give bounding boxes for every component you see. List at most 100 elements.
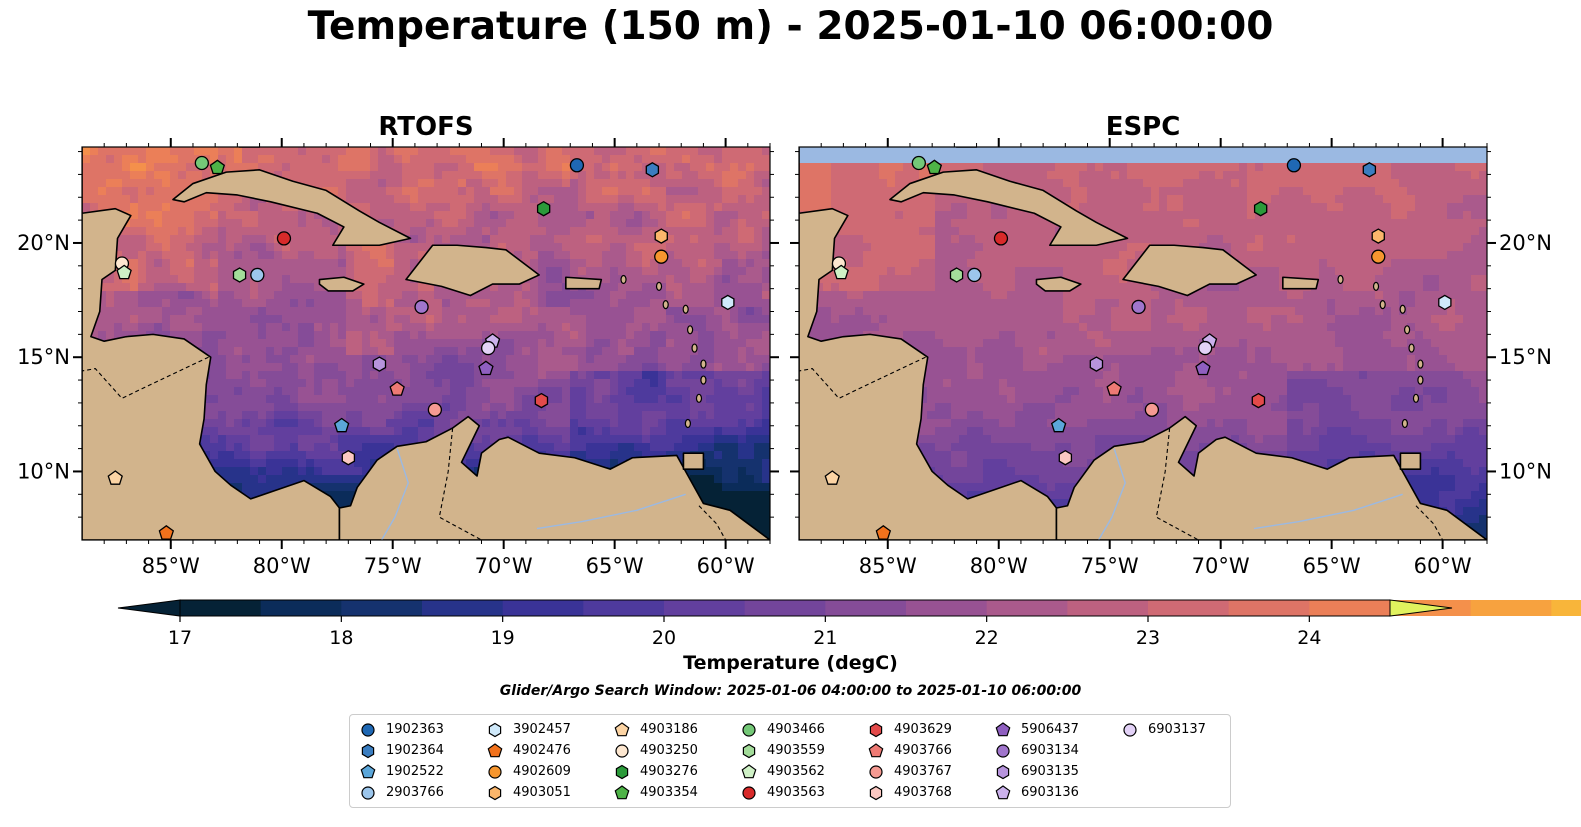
colorbar-tick-label: 18 bbox=[329, 627, 353, 649]
float-marker-4902609 bbox=[1371, 249, 1386, 264]
colorbar-segment bbox=[906, 600, 988, 616]
x-tick-label: 75°W bbox=[364, 554, 422, 578]
float-marker-4903629 bbox=[1251, 392, 1266, 409]
float-marker-4903276 bbox=[1253, 200, 1268, 217]
legend-label: 4903354 bbox=[640, 785, 698, 800]
x-tick-label: 80°W bbox=[253, 554, 311, 578]
y-tick-label: 10°N bbox=[17, 459, 70, 483]
legend-column: 4903629 4903766 4903767 4903768 bbox=[868, 719, 952, 803]
pentagon-marker-icon bbox=[614, 721, 630, 736]
colorbar-segment bbox=[986, 600, 1068, 616]
legend-label: 4903051 bbox=[513, 785, 571, 800]
float-marker-4903354 bbox=[209, 159, 226, 175]
legend-entry: 3902457 bbox=[487, 719, 571, 740]
colorbar-segment bbox=[744, 600, 826, 616]
float-marker-4902476 bbox=[875, 524, 892, 540]
hexagon-marker-icon bbox=[488, 785, 502, 800]
colorbar-tick-label: 23 bbox=[1136, 627, 1160, 649]
legend-label: 4903562 bbox=[767, 764, 825, 779]
circle-marker-icon bbox=[742, 722, 756, 737]
legend-entry: 1902363 bbox=[360, 719, 444, 740]
float-marker-4903559 bbox=[232, 267, 247, 283]
float-marker-4903768 bbox=[1058, 449, 1073, 466]
hexagon-marker-icon bbox=[869, 785, 883, 800]
legend-label: 4903186 bbox=[640, 722, 698, 737]
pentagon-marker-icon bbox=[995, 721, 1011, 736]
legend-entry: 5906437 bbox=[995, 719, 1079, 740]
colorbar-segment bbox=[1067, 600, 1149, 616]
colorbar-segment bbox=[341, 600, 423, 616]
circle-marker-icon bbox=[361, 785, 375, 800]
circle-marker-icon bbox=[996, 743, 1010, 758]
hexagon-marker-icon bbox=[869, 722, 883, 737]
float-marker-5906437 bbox=[1195, 360, 1211, 376]
panel-title-espc: ESPC bbox=[1105, 112, 1181, 142]
float-marker-4903276 bbox=[536, 200, 551, 217]
legend-label: 1902364 bbox=[386, 743, 444, 758]
colorbar-segment bbox=[1309, 600, 1391, 616]
pentagon-marker-icon bbox=[614, 784, 630, 799]
legend-column: 4903186 4903250 4903276 4903354 bbox=[614, 719, 698, 803]
colorbar-tick-label: 20 bbox=[652, 627, 676, 649]
colorbar-segment bbox=[422, 600, 504, 616]
colorbar-segment bbox=[1148, 600, 1230, 616]
circle-marker-icon bbox=[488, 764, 502, 779]
map-panel-espc bbox=[799, 147, 1487, 540]
pentagon-marker-icon bbox=[360, 763, 376, 778]
x-tick-label: 70°W bbox=[1192, 554, 1250, 578]
float-marker-1902522 bbox=[333, 417, 350, 433]
legend-label: 5906437 bbox=[1021, 722, 1079, 737]
float-marker-4903563 bbox=[276, 231, 292, 246]
hexagon-marker-icon bbox=[742, 743, 756, 758]
colorbar-tick-label: 19 bbox=[491, 627, 515, 649]
pentagon-marker-icon bbox=[487, 742, 503, 757]
hexagon-marker-icon bbox=[615, 764, 629, 779]
legend-entry: 4903766 bbox=[868, 740, 952, 761]
legend-entry: 6903136 bbox=[995, 782, 1079, 803]
colorbar-segment bbox=[260, 600, 342, 616]
legend-entry: 4903466 bbox=[741, 719, 825, 740]
y-tick-label: 10°N bbox=[1499, 459, 1552, 483]
circle-marker-icon bbox=[1123, 722, 1137, 737]
float-marker-3902457 bbox=[1438, 294, 1452, 311]
legend-entry: 4903250 bbox=[614, 740, 698, 761]
float-marker-6903137 bbox=[1197, 340, 1213, 356]
colorbar-segment bbox=[583, 600, 665, 616]
pentagon-marker-icon bbox=[868, 742, 884, 757]
x-tick-label: 65°W bbox=[586, 554, 644, 578]
legend-entry: 6903137 bbox=[1122, 719, 1206, 740]
legend-entry: 4902476 bbox=[487, 740, 571, 761]
legend-label: 6903135 bbox=[1021, 764, 1079, 779]
float-marker-1902363 bbox=[569, 158, 585, 173]
float-marker-4903562 bbox=[116, 264, 132, 280]
float-marker-6903134 bbox=[414, 299, 429, 315]
float-marker-4903559 bbox=[949, 267, 964, 283]
legend-column: 1902363 1902364 1902522 2903766 bbox=[360, 719, 444, 803]
legend-entry: 4903562 bbox=[741, 761, 825, 782]
legend-label: 2903766 bbox=[386, 785, 444, 800]
colorbar-segment bbox=[1228, 600, 1310, 616]
float-marker-4903051 bbox=[1371, 228, 1385, 244]
float-marker-6903135 bbox=[1089, 356, 1104, 372]
legend-label: 3902457 bbox=[513, 722, 571, 737]
legend-entry: 4902609 bbox=[487, 761, 571, 782]
legend-label: 6903136 bbox=[1021, 785, 1079, 800]
legend-label: 4903629 bbox=[894, 722, 952, 737]
colorbar-extend-low bbox=[117, 599, 181, 617]
y-tick-label: 20°N bbox=[1499, 231, 1552, 255]
float-marker-1902363 bbox=[1286, 158, 1302, 173]
hexagon-marker-icon bbox=[996, 764, 1010, 779]
circle-marker-icon bbox=[361, 722, 375, 737]
colorbar-segment bbox=[180, 600, 262, 616]
legend-entry: 4903629 bbox=[868, 719, 952, 740]
colorbar-segment bbox=[1551, 600, 1581, 616]
legend-label: 6903134 bbox=[1021, 743, 1079, 758]
x-tick-label: 60°W bbox=[1414, 554, 1472, 578]
float-marker-4903051 bbox=[654, 228, 668, 244]
legend-entry: 4903276 bbox=[614, 761, 698, 782]
float-marker-4903466 bbox=[911, 155, 926, 171]
x-tick-label: 75°W bbox=[1081, 554, 1139, 578]
colorbar-segment bbox=[825, 600, 907, 616]
search-window-note: Glider/Argo Search Window: 2025-01-06 04… bbox=[499, 683, 1082, 699]
float-marker-4903768 bbox=[341, 449, 356, 466]
